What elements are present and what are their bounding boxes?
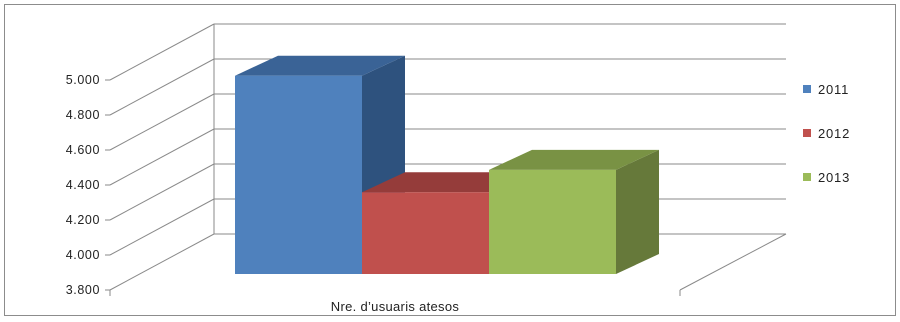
bar-top-2011 — [235, 55, 405, 76]
y-tick-label: 4.800 — [66, 108, 100, 122]
y-tick-label: 4.000 — [66, 248, 100, 262]
bar-side-2013 — [616, 149, 659, 274]
legend-label-2012: 2012 — [818, 126, 850, 141]
y-tick-label: 4.200 — [66, 213, 100, 227]
floor-edge — [679, 233, 787, 291]
y-tick-label: 3.800 — [66, 283, 100, 297]
bar-2011 — [235, 75, 362, 274]
y-tick-label: 4.400 — [66, 178, 100, 192]
side-wall-line — [109, 23, 215, 81]
bar-top-2013 — [489, 149, 659, 170]
x-category-label: Nre. d’usuaris atesos — [331, 299, 460, 314]
legend-swatch-2012 — [803, 129, 811, 137]
legend-swatch-2013 — [803, 173, 811, 181]
y-tick-label: 5.000 — [66, 73, 100, 87]
side-wall-line — [109, 198, 215, 256]
side-wall-line — [109, 128, 215, 186]
legend-label-2013: 2013 — [818, 170, 850, 185]
side-wall-line — [109, 163, 215, 221]
side-wall-line — [109, 233, 215, 291]
side-wall-line — [109, 58, 215, 116]
bar-2012 — [362, 192, 489, 274]
bar-2013 — [489, 169, 616, 274]
side-wall-line — [109, 93, 215, 151]
legend-label-2011: 2011 — [818, 82, 849, 97]
y-tick-label: 4.600 — [66, 143, 100, 157]
legend-swatch-2011 — [803, 85, 811, 93]
